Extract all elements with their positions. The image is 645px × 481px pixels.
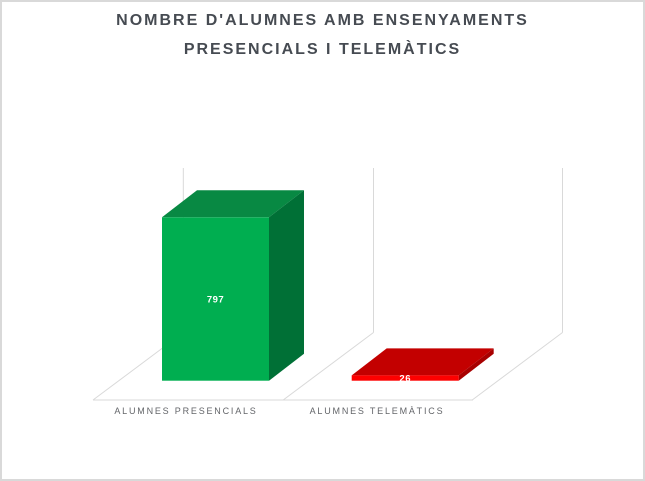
category-label-alumnes-presencials: ALUMNES PRESENCIALS [114, 406, 257, 416]
bar-side-face [458, 348, 494, 381]
category-label-alumnes-telematics: ALUMNES TELEMÀTICS [310, 406, 445, 416]
floor-gridline-right [471, 332, 563, 401]
bar-front-face [351, 375, 459, 381]
floor-gridline-middle [282, 332, 374, 401]
bar-value-label: 797 [207, 295, 224, 306]
category-axis: ALUMNES PRESENCIALS ALUMNES TELEMÀTICS [114, 406, 445, 416]
chart-title-line2: PRESENCIALS I TELEMÀTICS [183, 41, 462, 58]
bar-value-label: 26 [399, 374, 411, 385]
chart-title: NOMBRE D'ALUMNES AMB ENSENYAMENTS PRESEN… [0, 6, 645, 64]
bar-side-face [269, 190, 304, 381]
bars-layer: 797 26 [162, 190, 494, 385]
bar-top-face [351, 348, 494, 376]
chart-title-line1: NOMBRE D'ALUMNES AMB ENSENYAMENTS [116, 12, 529, 29]
bar-alumnes-presencials: 797 [162, 190, 304, 381]
bar-front-face [162, 217, 269, 381]
bar-alumnes-telematics: 26 [351, 348, 494, 385]
bar-top-face [162, 190, 304, 218]
